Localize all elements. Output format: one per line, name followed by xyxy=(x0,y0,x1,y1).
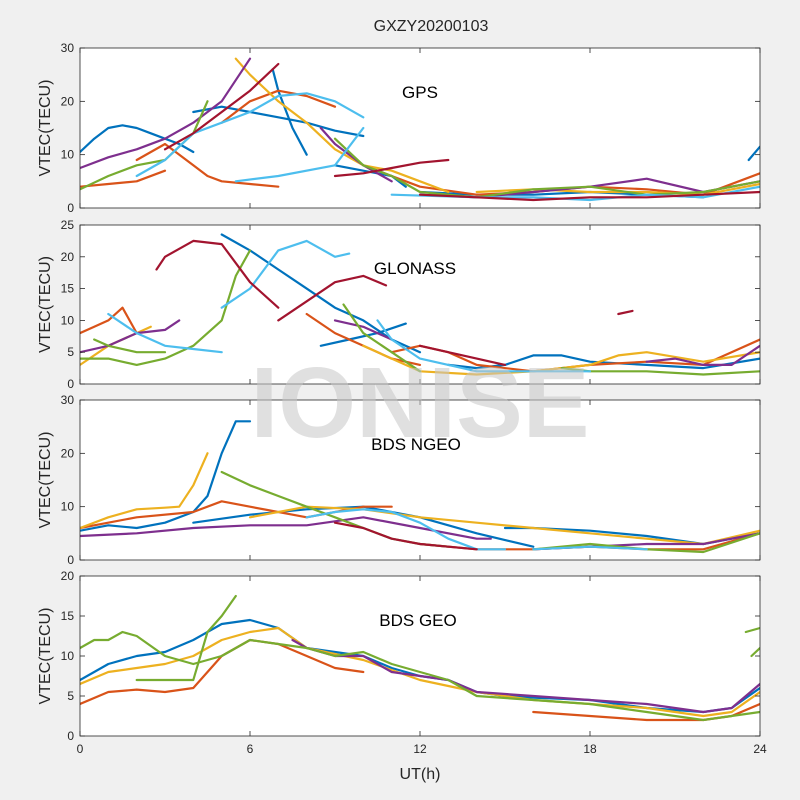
x-tick-label: 18 xyxy=(583,742,597,756)
y-tick-label: 10 xyxy=(61,148,75,162)
series-line xyxy=(271,68,308,156)
y-tick-label: 5 xyxy=(67,345,74,359)
panel-annotation: BDS NGEO xyxy=(371,435,461,454)
y-axis-label: VTEC(TECU) xyxy=(37,608,54,705)
series-line xyxy=(418,190,760,202)
panel-0: 0 10 20 30 VTEC(TECU) GPS xyxy=(37,41,761,215)
y-tick-label: 10 xyxy=(61,649,75,663)
y-tick-label: 25 xyxy=(61,218,75,232)
series-line xyxy=(135,142,280,188)
series-line xyxy=(80,100,209,191)
y-tick-label: 0 xyxy=(67,201,74,215)
panel-annotation: GPS xyxy=(402,83,438,102)
panel-annotation: BDS GEO xyxy=(379,611,456,630)
y-tick-label: 10 xyxy=(61,313,75,327)
y-tick-label: 0 xyxy=(67,553,74,567)
y-tick-label: 20 xyxy=(61,446,75,460)
y-tick-label: 15 xyxy=(61,609,75,623)
series-line xyxy=(155,239,280,309)
y-tick-label: 20 xyxy=(61,250,75,264)
series-line xyxy=(248,505,760,546)
y-axis-label: VTEC(TECU) xyxy=(37,432,54,529)
series-line xyxy=(135,92,365,178)
y-axis-label: VTEC(TECU) xyxy=(37,256,54,353)
series-line xyxy=(80,630,760,722)
series-line xyxy=(342,303,422,373)
series-line xyxy=(234,126,365,183)
series-line xyxy=(80,618,760,714)
panels-group: 0 10 20 30 VTEC(TECU) GPS 0 5 10 15 20 25 VTEC(TECU)… xyxy=(37,41,767,756)
series-line xyxy=(163,62,280,151)
y-tick-label: 20 xyxy=(61,94,75,108)
panel-3: 0 6 12 18 24 0 5 10 15 20 VTEC(TECU) BDS GEO xyxy=(37,569,767,756)
figure-title: GXZY20200103 xyxy=(374,18,489,35)
y-axis-label: VTEC(TECU) xyxy=(37,80,54,177)
series-line xyxy=(418,344,507,366)
series-line xyxy=(333,319,393,341)
series-line xyxy=(234,57,450,194)
series-line xyxy=(532,545,648,551)
series-line xyxy=(750,646,760,658)
panel-1: 0 5 10 15 20 25 VTEC(TECU) GLONASS xyxy=(37,218,761,391)
series-line xyxy=(617,309,634,316)
series-line xyxy=(80,626,760,718)
watermark: IONISE xyxy=(251,347,590,459)
y-tick-label: 5 xyxy=(67,689,74,703)
y-tick-label: 10 xyxy=(61,500,75,514)
series-line xyxy=(744,626,760,634)
series-line xyxy=(80,169,167,188)
x-axis-label: UT(h) xyxy=(400,766,441,783)
y-tick-label: 30 xyxy=(61,41,75,55)
series-line xyxy=(333,158,450,178)
series-line xyxy=(645,344,760,366)
panel-2: 0 10 20 30 VTEC(TECU) BDS NGEO xyxy=(37,393,761,567)
series-line xyxy=(80,57,252,170)
panel-annotation: GLONASS xyxy=(374,259,456,278)
y-tick-label: 0 xyxy=(67,377,74,391)
series-line xyxy=(93,338,167,354)
series-group xyxy=(80,233,760,376)
x-tick-label: 12 xyxy=(413,742,427,756)
series-group xyxy=(80,420,760,554)
x-tick-label: 0 xyxy=(77,742,84,756)
series-line xyxy=(277,274,388,322)
series-line xyxy=(376,319,592,373)
series-line xyxy=(80,452,209,530)
series-line xyxy=(220,89,337,124)
y-tick-label: 15 xyxy=(61,282,75,296)
axes-background xyxy=(80,576,760,736)
series-line xyxy=(333,521,478,551)
series-line xyxy=(319,322,407,347)
series-group xyxy=(80,594,760,722)
series-line xyxy=(135,594,237,682)
x-tick-label: 6 xyxy=(247,742,254,756)
series-line xyxy=(192,105,365,138)
series-line xyxy=(80,306,138,335)
y-tick-label: 30 xyxy=(61,393,75,407)
y-tick-label: 0 xyxy=(67,729,74,743)
series-line xyxy=(80,124,195,154)
x-tick-label: 24 xyxy=(753,742,767,756)
series-line xyxy=(80,249,252,366)
series-line xyxy=(305,508,507,551)
series-line xyxy=(107,312,223,354)
series-line xyxy=(747,145,760,162)
axes-background xyxy=(80,400,760,560)
series-line xyxy=(80,516,492,540)
series-line xyxy=(220,239,351,309)
series-line xyxy=(319,126,393,183)
y-tick-label: 20 xyxy=(61,569,75,583)
series-group xyxy=(80,57,760,202)
series-line xyxy=(532,702,760,722)
